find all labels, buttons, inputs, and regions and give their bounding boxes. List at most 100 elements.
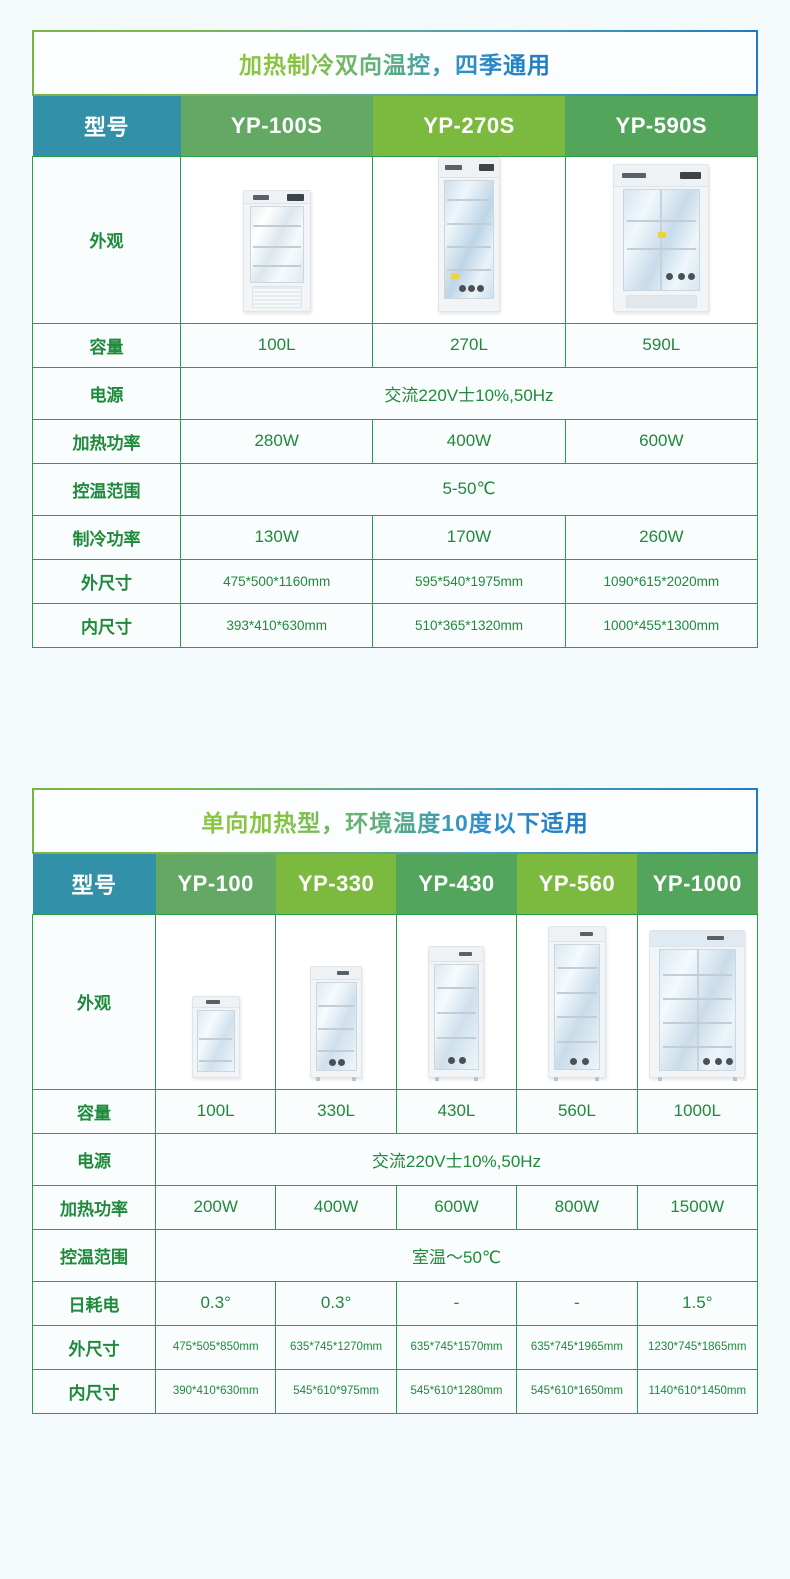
- section-title-dual-mode: 加热制冷双向温控，四季通用: [239, 46, 551, 80]
- product-photo-yp-100: [154, 913, 277, 1090]
- section-heat-only: 单向加热型，环境温度10度以下适用 型号 YP-100 YP-330 YP-43…: [32, 788, 759, 1414]
- row-label-temp-range: 控温范围: [32, 462, 181, 516]
- cell-capacity-4: 1000L: [636, 1088, 759, 1134]
- table-row-cooling-power: 制冷功率 130W 170W 260W: [32, 514, 759, 560]
- cell-inner-dim-0: 393*410*630mm: [179, 602, 374, 648]
- cell-daily-3: -: [516, 1280, 638, 1326]
- cell-outer-dim-1: 595*540*1975mm: [372, 558, 566, 604]
- header-cell-model-0: YP-100S: [180, 96, 373, 156]
- cell-outer-dim-0: 475*500*1160mm: [179, 558, 374, 604]
- cell-outer-dim-0: 475*505*850mm: [154, 1324, 277, 1370]
- cell-outer-dim-2: 635*745*1570mm: [395, 1324, 518, 1370]
- cell-inner-dim-2: 545*610*1280mm: [395, 1368, 518, 1414]
- row-label-heating-power: 加热功率: [32, 418, 181, 464]
- row-label-inner-dimensions: 内尺寸: [32, 1368, 156, 1414]
- cell-temp-range: 5-50℃: [180, 462, 758, 516]
- section-title-box-dual-mode: 加热制冷双向温控，四季通用: [32, 30, 758, 96]
- section-title-box-heat-only: 单向加热型，环境温度10度以下适用: [32, 788, 758, 854]
- cell-outer-dim-2: 1090*615*2020mm: [564, 558, 759, 604]
- cell-daily-0: 0.3°: [154, 1280, 277, 1326]
- product-photo-yp-100s: [179, 155, 374, 324]
- table-row-appearance: 外观: [32, 155, 759, 324]
- product-photo-yp-560: [516, 913, 638, 1090]
- cell-capacity-1: 330L: [275, 1088, 397, 1134]
- row-label-appearance: 外观: [32, 155, 181, 324]
- cell-heating-power-2: 600W: [395, 1184, 518, 1230]
- cell-capacity-0: 100L: [179, 322, 374, 368]
- cell-capacity-2: 430L: [395, 1088, 518, 1134]
- header-cell-model-2: YP-430: [396, 854, 517, 914]
- cell-outer-dim-1: 635*745*1270mm: [275, 1324, 397, 1370]
- cell-inner-dim-0: 390*410*630mm: [154, 1368, 277, 1414]
- cell-outer-dim-3: 635*745*1965mm: [516, 1324, 638, 1370]
- row-label-power-supply: 电源: [32, 366, 181, 420]
- cell-daily-2: -: [395, 1280, 518, 1326]
- table-row-capacity: 容量 100L 330L 430L 560L 1000L: [32, 1088, 759, 1134]
- table-row-capacity: 容量 100L 270L 590L: [32, 322, 759, 368]
- table-row-heating-power: 加热功率 200W 400W 600W 800W 1500W: [32, 1184, 759, 1230]
- row-label-temp-range: 控温范围: [32, 1228, 156, 1282]
- cell-daily-1: 0.3°: [275, 1280, 397, 1326]
- row-label-heating-power: 加热功率: [32, 1184, 156, 1230]
- table-row-heating-power: 加热功率 280W 400W 600W: [32, 418, 759, 464]
- header-cell-model-1: YP-330: [275, 854, 397, 914]
- cell-capacity-2: 590L: [564, 322, 759, 368]
- cell-capacity-0: 100L: [154, 1088, 277, 1134]
- cell-power-supply: 交流220V士10%,50Hz: [180, 366, 758, 420]
- cell-inner-dim-1: 545*610*975mm: [275, 1368, 397, 1414]
- row-label-capacity: 容量: [32, 1088, 156, 1134]
- table-row-outer-dimensions: 外尺寸 475*500*1160mm 595*540*1975mm 1090*6…: [32, 558, 759, 604]
- section-dual-mode: 加热制冷双向温控，四季通用 型号 YP-100S YP-270S YP-590S…: [32, 30, 759, 648]
- cell-capacity-1: 270L: [372, 322, 566, 368]
- header-cell-model-0: YP-100: [155, 854, 276, 914]
- table-header-row: 型号 YP-100 YP-330 YP-430 YP-560 YP-1000: [32, 854, 758, 914]
- table-row-inner-dimensions: 内尺寸 393*410*630mm 510*365*1320mm 1000*45…: [32, 602, 759, 648]
- product-photo-yp-1000: [636, 913, 759, 1090]
- spec-table-dual-mode: 型号 YP-100S YP-270S YP-590S 外观: [32, 96, 759, 648]
- header-cell-model-3: YP-560: [516, 854, 638, 914]
- row-label-capacity: 容量: [32, 322, 181, 368]
- cell-heating-power-0: 280W: [179, 418, 374, 464]
- cell-heating-power-0: 200W: [154, 1184, 277, 1230]
- row-label-cooling-power: 制冷功率: [32, 514, 181, 560]
- table-row-temp-range: 控温范围 5-50℃: [32, 462, 758, 516]
- header-cell-model-4: YP-1000: [637, 854, 758, 914]
- cell-daily-4: 1.5°: [636, 1280, 759, 1326]
- cell-inner-dim-3: 545*610*1650mm: [516, 1368, 638, 1414]
- table-row-power-supply: 电源 交流220V士10%,50Hz: [32, 366, 758, 420]
- table-row-power-supply: 电源 交流220V士10%,50Hz: [32, 1132, 758, 1186]
- cell-cooling-power-1: 170W: [372, 514, 566, 560]
- product-photo-yp-430: [395, 913, 518, 1090]
- header-cell-model-1: YP-270S: [372, 96, 566, 156]
- cell-power-supply: 交流220V士10%,50Hz: [155, 1132, 758, 1186]
- cell-heating-power-1: 400W: [275, 1184, 397, 1230]
- table-row-temp-range: 控温范围 室温～50℃: [32, 1228, 758, 1282]
- section-title-heat-only: 单向加热型，环境温度10度以下适用: [201, 804, 589, 838]
- table-row-outer-dimensions: 外尺寸 475*505*850mm 635*745*1270mm 635*745…: [32, 1324, 759, 1370]
- header-cell-label: 型号: [32, 854, 156, 914]
- header-cell-model-2: YP-590S: [565, 96, 758, 156]
- cell-cooling-power-0: 130W: [179, 514, 374, 560]
- cell-cooling-power-2: 260W: [564, 514, 759, 560]
- row-label-outer-dimensions: 外尺寸: [32, 1324, 156, 1370]
- row-label-power-supply: 电源: [32, 1132, 156, 1186]
- row-label-appearance: 外观: [32, 913, 156, 1090]
- cell-inner-dim-2: 1000*455*1300mm: [564, 602, 759, 648]
- row-label-outer-dimensions: 外尺寸: [32, 558, 181, 604]
- cell-inner-dim-4: 1140*610*1450mm: [636, 1368, 759, 1414]
- cell-capacity-3: 560L: [516, 1088, 638, 1134]
- row-label-inner-dimensions: 内尺寸: [32, 602, 181, 648]
- table-row-daily-consumption: 日耗电 0.3° 0.3° - - 1.5°: [32, 1280, 759, 1326]
- cell-heating-power-3: 800W: [516, 1184, 638, 1230]
- spec-table-heat-only: 型号 YP-100 YP-330 YP-430 YP-560 YP-1000 外…: [32, 854, 759, 1414]
- cell-heating-power-4: 1500W: [636, 1184, 759, 1230]
- table-row-appearance: 外观: [32, 913, 759, 1090]
- cell-heating-power-2: 600W: [564, 418, 759, 464]
- table-header-row: 型号 YP-100S YP-270S YP-590S: [32, 96, 758, 156]
- cell-temp-range: 室温～50℃: [155, 1228, 758, 1282]
- cell-inner-dim-1: 510*365*1320mm: [372, 602, 566, 648]
- row-label-daily-consumption: 日耗电: [32, 1280, 156, 1326]
- product-photo-yp-590s: [564, 155, 759, 324]
- table-row-inner-dimensions: 内尺寸 390*410*630mm 545*610*975mm 545*610*…: [32, 1368, 759, 1414]
